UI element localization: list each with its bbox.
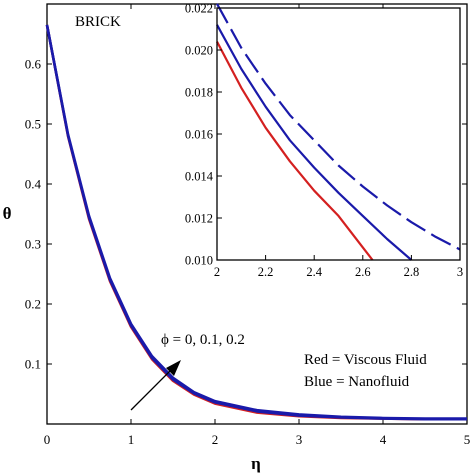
legend-red-note: Red = Viscous Fluid [304,352,427,368]
x-axis-label: η [251,454,261,473]
inset-y-tick-label: 0.014 [185,170,214,184]
inset-y-tick-label: 0.010 [185,254,213,268]
main-x-tick-label: 5 [464,432,471,447]
inset-y-tick-label: 0.018 [185,86,213,100]
main-x-tick-label: 3 [296,432,303,447]
inset-plot: 2 2.2 2.4 2.6 2.8 3 0.010 0.012 0.014 0.016 0.018… [185,2,463,280]
main-plot-frame [46,3,468,425]
main-x-tick-label: 2 [212,432,219,447]
chart-annotation-brick: BRICK [75,14,121,30]
main-y-tick-label: 0.5 [25,117,41,132]
inset-x-ticks: 2 2.2 2.4 2.6 2.8 3 [214,255,463,279]
inset-y-tick-label: 0.020 [185,44,213,58]
main-x-tick-label: 1 [128,432,135,447]
legend-blue-note: Blue = Nanofluid [304,374,410,390]
main-x-tick-label: 4 [380,432,387,447]
inset-series-line-3 [216,3,461,251]
phi-arrow-shaft [130,366,175,411]
inset-x-tick-label: 2 [214,265,220,279]
inset-x-tick-label: 2.2 [258,265,274,279]
inset-series [216,3,461,261]
main-series [45,24,467,421]
inset-x-tick-label: 2.6 [355,265,371,279]
y-axis-label: θ [3,204,12,223]
inset-x-tick-label: 3 [457,265,463,279]
inset-series-line-1 [216,41,374,261]
main-y-tick-label: 0.4 [25,177,42,192]
main-y-ticks: 0.1 0.2 0.3 0.4 0.5 0.6 [25,57,467,372]
phi-annotation: ϕ = 0, 0.1, 0.2 [161,332,245,348]
main-y-tick-label: 0.1 [25,357,41,372]
inset-y-tick-label: 0.022 [185,2,213,16]
inset-background [217,8,460,260]
main-plot: 0 1 2 3 4 5 0.1 0.2 0.3 0.4 0.5 0.6 BRICK η θ ϕ = … [3,3,471,473]
inset-x-tick-label: 2.8 [404,265,420,279]
inset-y-tick-label: 0.016 [185,128,213,142]
inset-x-tick-label: 2.4 [306,265,322,279]
phi-arrow-head [166,360,181,376]
main-x-tick-label: 0 [44,432,51,447]
main-y-tick-label: 0.3 [25,237,41,252]
main-y-tick-label: 0.2 [25,297,41,312]
inset-y-tick-label: 0.012 [185,212,213,226]
main-series-line-3 [45,24,467,420]
main-y-tick-label: 0.6 [25,57,42,72]
inset-y-ticks: 0.010 0.012 0.014 0.016 0.018 0.020 0.022 [185,2,222,268]
inset-series-line-2 [216,24,413,261]
